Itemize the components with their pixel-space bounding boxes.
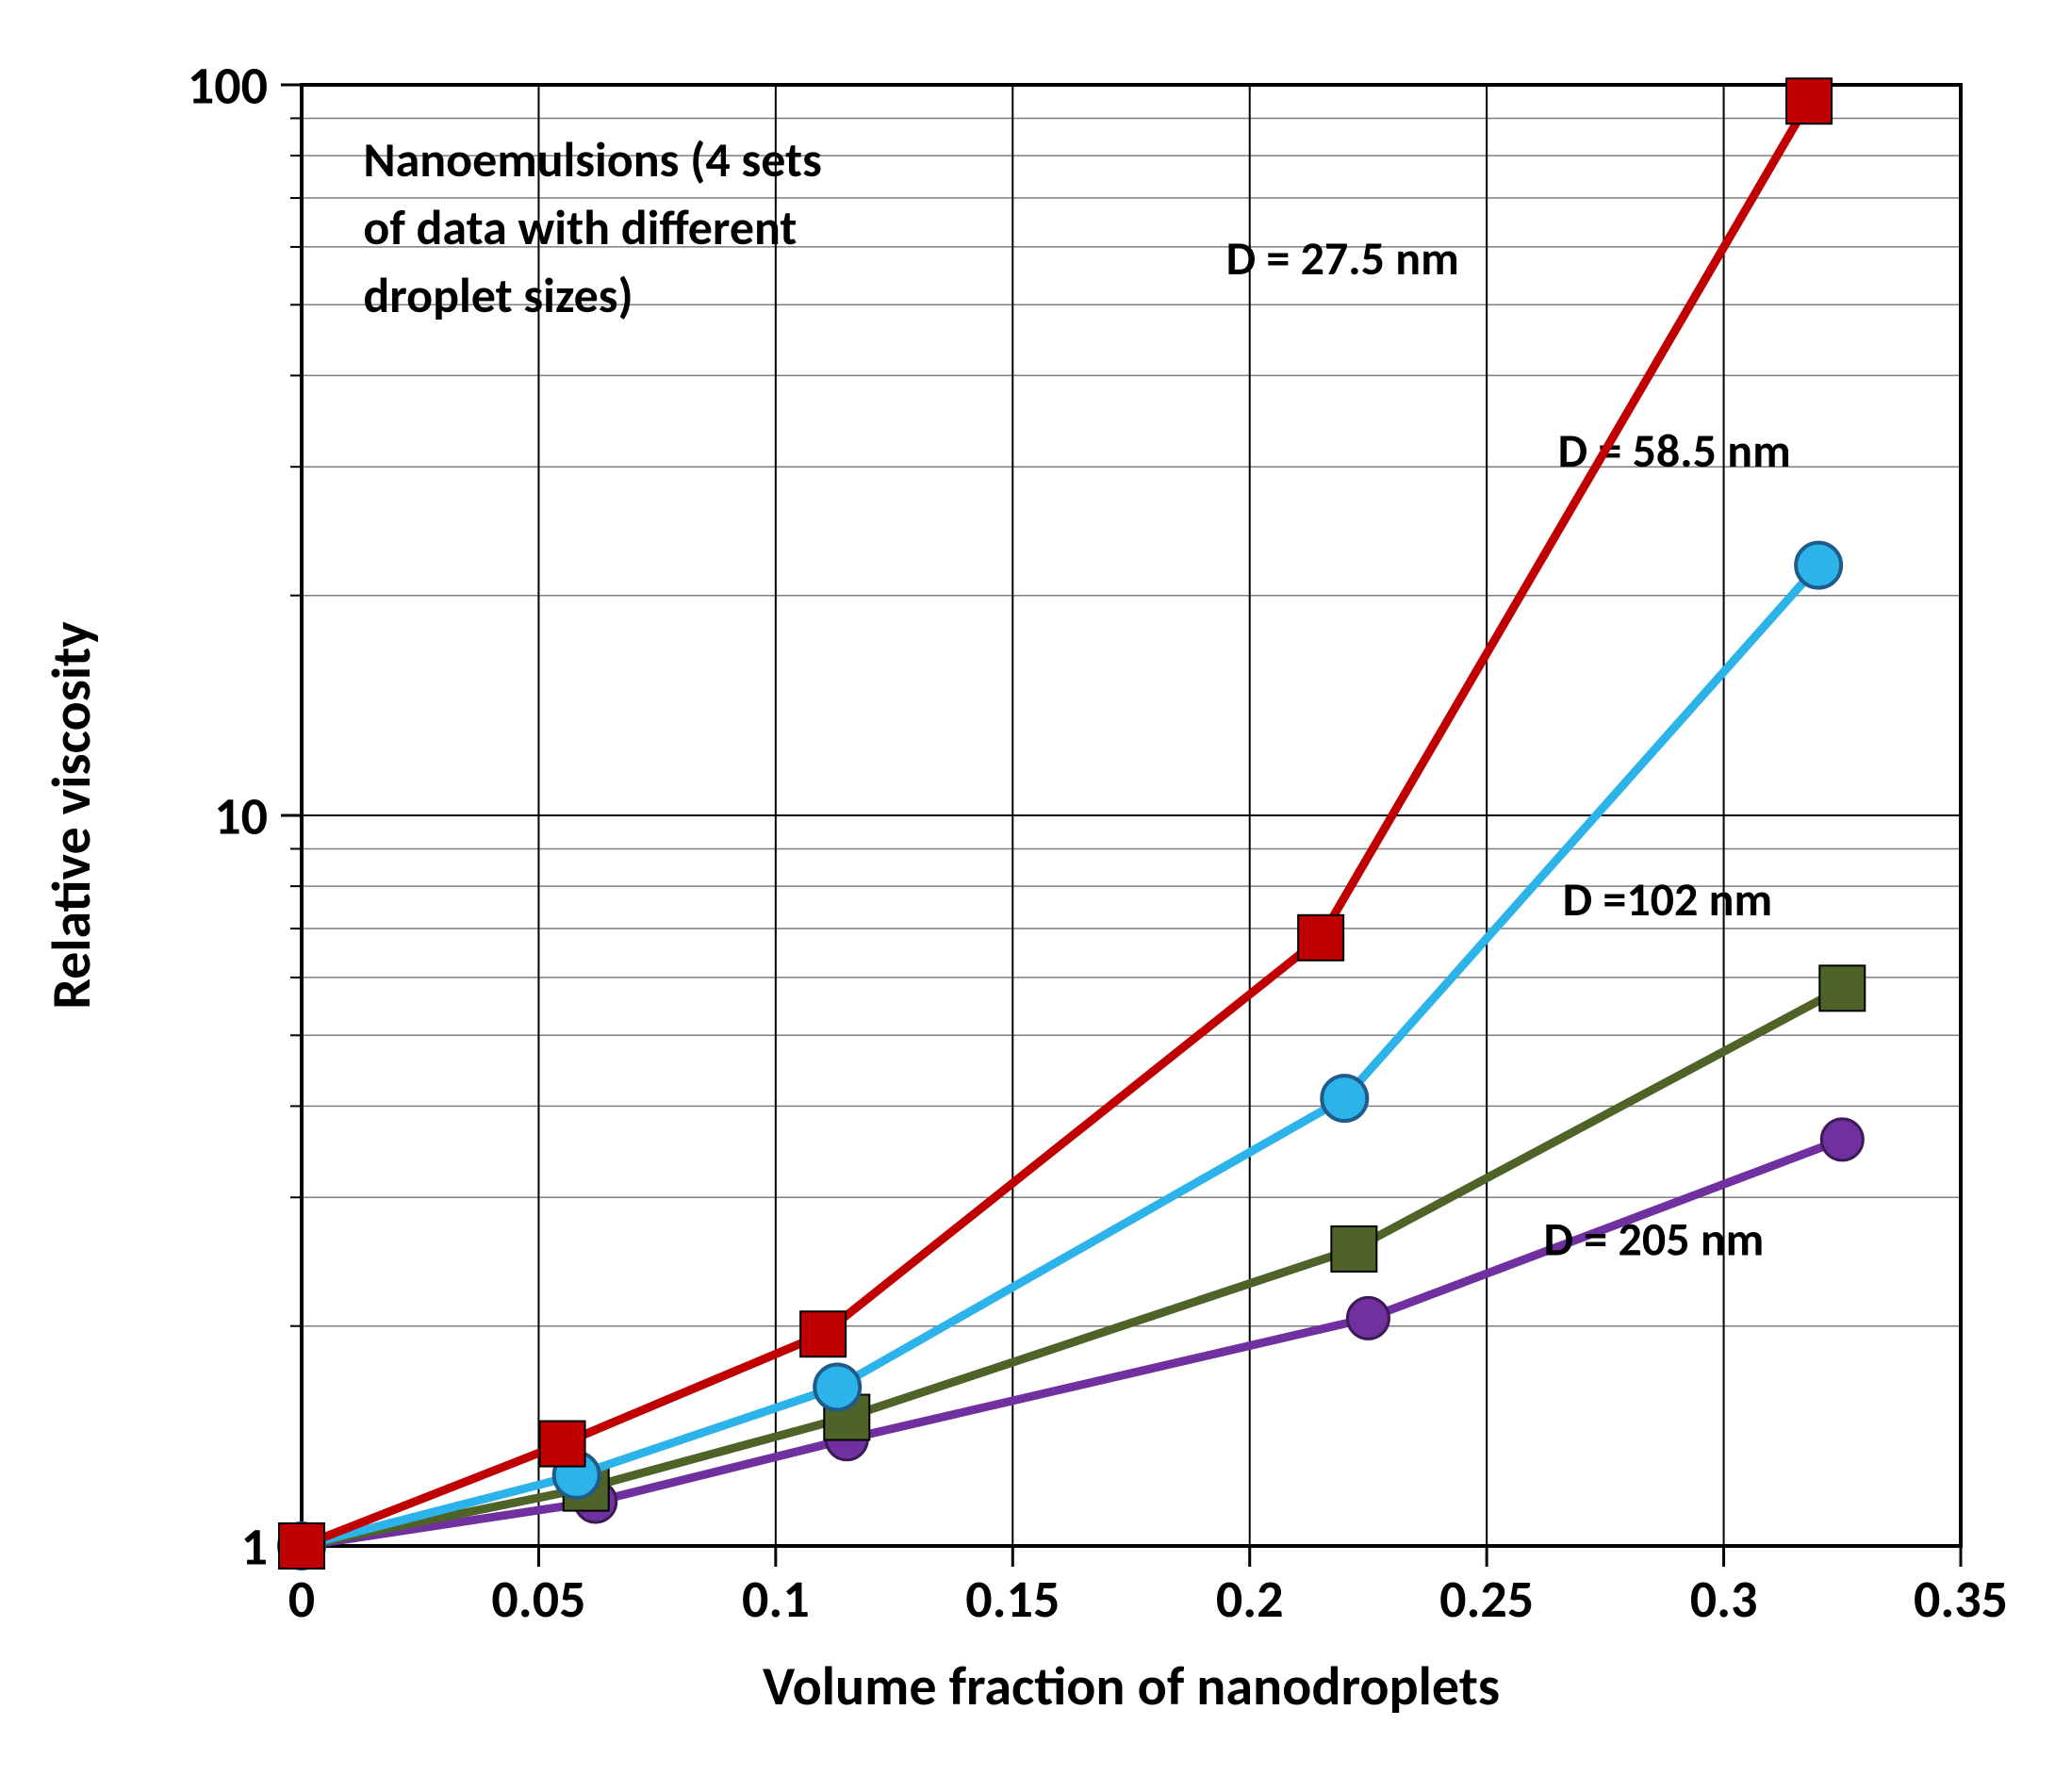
- annotation-line: of data with different: [363, 197, 797, 257]
- annotation-line: droplet sizes): [363, 265, 633, 325]
- x-tick-label: 0.25: [1439, 1568, 1534, 1632]
- x-tick-label: 0.05: [491, 1568, 585, 1632]
- series-marker: [1819, 965, 1865, 1011]
- series-marker: [1322, 1076, 1367, 1121]
- viscosity-chart: 0 0.05 0.1 0.15 0.2 0.25 0.3 0.35 1 10 100 Volume f…: [0, 0, 2055, 1792]
- y-axis-title: Relative viscosity: [38, 621, 105, 1010]
- chart-container: 0 0.05 0.1 0.15 0.2 0.25 0.3 0.35 1 10 100 Volume f…: [0, 0, 2055, 1792]
- x-tick-label: 0.3: [1690, 1568, 1758, 1632]
- x-tick-label: 0: [288, 1568, 315, 1632]
- series-marker: [814, 1364, 860, 1409]
- series-marker: [1796, 543, 1841, 588]
- annotation-line: Nanoemulsions (4 sets: [363, 129, 821, 189]
- y-tick-label: 1: [241, 1516, 268, 1580]
- series-marker: [279, 1523, 324, 1569]
- series-label: D = 205 nm: [1543, 1211, 1764, 1269]
- series-label: D = 27.5 nm: [1226, 230, 1459, 288]
- series-label: D =102 nm: [1563, 871, 1773, 929]
- series-marker: [1786, 78, 1832, 123]
- y-tick-label: 100: [188, 55, 268, 119]
- x-tick-label: 0.2: [1216, 1568, 1284, 1632]
- series-marker: [1347, 1297, 1389, 1339]
- x-axis-title: Volume fraction of nanodroplets: [763, 1652, 1500, 1719]
- x-tick-label: 0.1: [742, 1568, 810, 1632]
- y-tick-label: 10: [214, 785, 268, 849]
- series-marker: [1331, 1226, 1376, 1272]
- x-tick-label: 0.15: [965, 1568, 1060, 1632]
- series-marker: [540, 1422, 585, 1467]
- series-marker: [1298, 915, 1343, 961]
- series-marker: [1821, 1119, 1863, 1160]
- x-tick-label: 0.35: [1914, 1568, 2008, 1632]
- series-marker: [800, 1311, 846, 1356]
